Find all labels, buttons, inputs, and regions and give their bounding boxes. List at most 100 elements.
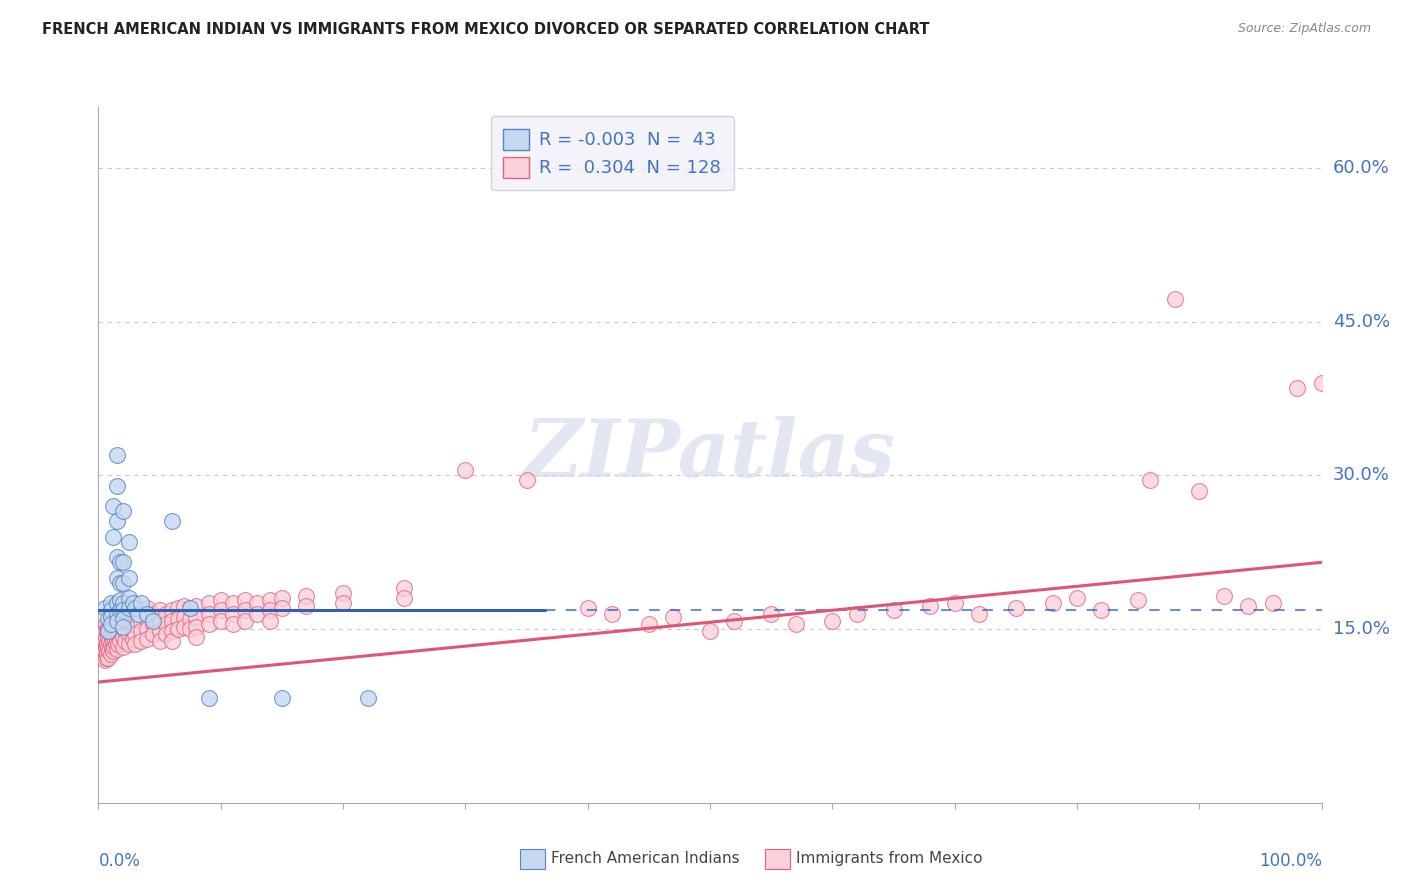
Point: [111, 609, 134, 624]
Point: [100, 637, 122, 651]
Point: [93, 601, 115, 615]
Point: [105, 478, 128, 492]
Point: [723, 614, 745, 628]
Point: [107, 616, 129, 631]
Point: [105, 596, 128, 610]
Point: [121, 596, 143, 610]
Text: 60.0%: 60.0%: [1333, 160, 1389, 178]
Point: [197, 616, 219, 631]
Text: 100.0%: 100.0%: [1258, 852, 1322, 870]
Point: [155, 627, 177, 641]
Point: [110, 603, 132, 617]
Point: [110, 634, 132, 648]
Point: [96, 624, 118, 638]
Point: [97, 640, 120, 655]
Point: [100, 603, 122, 617]
Point: [103, 620, 125, 634]
Point: [129, 634, 152, 648]
Point: [295, 599, 318, 614]
FancyBboxPatch shape: [765, 849, 790, 869]
Point: [662, 609, 685, 624]
Point: [392, 591, 416, 606]
Point: [100, 609, 122, 624]
Text: ZIPatlas: ZIPatlas: [524, 417, 896, 493]
Point: [105, 550, 128, 565]
Point: [97, 612, 120, 626]
Point: [101, 614, 124, 628]
Point: [160, 603, 183, 617]
Point: [129, 624, 152, 638]
Point: [98, 624, 121, 638]
Point: [118, 535, 141, 549]
Point: [93, 644, 115, 658]
Point: [96, 637, 118, 651]
Point: [94, 650, 117, 665]
Text: Immigrants from Mexico: Immigrants from Mexico: [796, 851, 983, 866]
Point: [111, 620, 134, 634]
Point: [179, 601, 201, 615]
Text: 45.0%: 45.0%: [1333, 313, 1391, 331]
Point: [91, 627, 114, 641]
Point: [332, 596, 354, 610]
Point: [118, 637, 141, 651]
Point: [94, 640, 117, 655]
Text: Source: ZipAtlas.com: Source: ZipAtlas.com: [1237, 22, 1371, 36]
Point: [173, 599, 195, 614]
Text: FRENCH AMERICAN INDIAN VS IMMIGRANTS FROM MEXICO DIVORCED OR SEPARATED CORRELATI: FRENCH AMERICAN INDIAN VS IMMIGRANTS FRO…: [42, 22, 929, 37]
Point: [114, 624, 136, 638]
Point: [111, 620, 134, 634]
Point: [209, 614, 232, 628]
Point: [167, 622, 190, 636]
Point: [186, 630, 208, 644]
Legend: R = -0.003  N =  43, R =  0.304  N = 128: R = -0.003 N = 43, R = 0.304 N = 128: [491, 116, 734, 190]
Point: [93, 652, 115, 666]
Point: [94, 630, 117, 644]
Point: [173, 609, 195, 624]
Point: [845, 607, 868, 621]
Point: [127, 607, 149, 621]
Point: [105, 632, 128, 646]
Point: [186, 620, 208, 634]
FancyBboxPatch shape: [520, 849, 546, 869]
Point: [136, 601, 159, 615]
Point: [197, 691, 219, 706]
Point: [110, 614, 132, 628]
Point: [111, 555, 134, 569]
Point: [118, 616, 141, 631]
Point: [97, 650, 120, 665]
Point: [118, 591, 141, 606]
Point: [967, 607, 990, 621]
Point: [1128, 593, 1150, 607]
Point: [1004, 601, 1026, 615]
Point: [105, 622, 128, 636]
Point: [883, 603, 905, 617]
Point: [246, 607, 269, 621]
Point: [920, 599, 942, 614]
Point: [129, 603, 152, 617]
Point: [104, 616, 127, 631]
Point: [101, 624, 124, 638]
Point: [149, 603, 172, 617]
Point: [114, 634, 136, 648]
Point: [124, 627, 146, 641]
Point: [392, 581, 416, 595]
Point: [93, 634, 115, 648]
Point: [295, 589, 318, 603]
Point: [1090, 603, 1112, 617]
Point: [179, 622, 201, 636]
Point: [1310, 376, 1333, 391]
Point: [1066, 591, 1088, 606]
Point: [699, 624, 721, 638]
Point: [179, 612, 201, 626]
Point: [97, 620, 120, 634]
Point: [118, 627, 141, 641]
Point: [124, 607, 146, 621]
Point: [155, 616, 177, 631]
Point: [454, 463, 477, 477]
Point: [100, 616, 122, 631]
Point: [149, 634, 172, 648]
Point: [110, 624, 132, 638]
Point: [104, 627, 127, 641]
Point: [197, 607, 219, 621]
Point: [118, 607, 141, 621]
